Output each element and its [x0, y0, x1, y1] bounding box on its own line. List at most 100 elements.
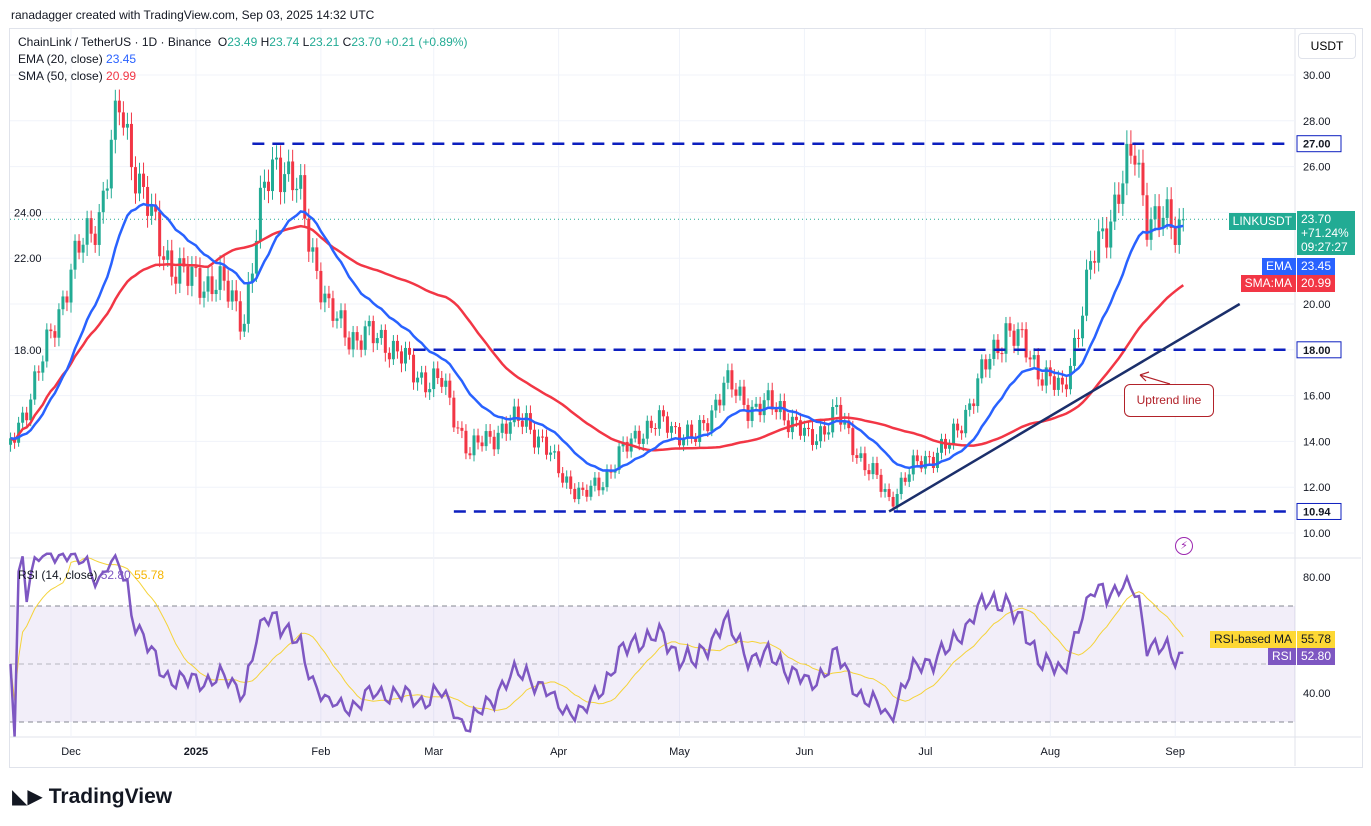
- candle-body: [283, 174, 287, 193]
- rsi-line: [9, 552, 1184, 737]
- uptrend-line-label[interactable]: Uptrend line: [1124, 384, 1214, 417]
- candle-body: [915, 455, 919, 462]
- candle-body: [581, 487, 585, 490]
- time-tick: Jul: [918, 746, 932, 758]
- candle-body: [242, 323, 246, 332]
- candle-body: [661, 410, 665, 417]
- rsi-label: RSI (14, close): [18, 568, 98, 582]
- candle-body: [702, 419, 706, 424]
- candle-body: [460, 427, 464, 431]
- candle-body: [806, 427, 810, 430]
- price-tick: 20.00: [1303, 299, 1331, 311]
- currency-button[interactable]: USDT: [1298, 33, 1356, 59]
- candle-body: [412, 354, 416, 383]
- candle-body: [162, 256, 166, 260]
- open-value: 23.49: [227, 35, 258, 49]
- sma-50-line: [9, 224, 1185, 452]
- candle-body: [1153, 206, 1157, 220]
- candle-body: [907, 474, 911, 482]
- candle-body: [371, 321, 375, 344]
- candle-body: [492, 436, 496, 450]
- annotation-arrow: [1139, 371, 1171, 385]
- candle-body: [972, 403, 976, 407]
- candle-body: [964, 409, 968, 434]
- candle-body: [69, 269, 73, 303]
- candle-body: [9, 438, 13, 445]
- candle-body: [258, 187, 262, 241]
- rsi-legend[interactable]: RSI (14, close) 52.80 55.78: [18, 568, 164, 582]
- candle-body: [601, 487, 605, 491]
- candle-body: [794, 416, 798, 421]
- candle-body: [935, 452, 939, 468]
- candle-body: [718, 399, 722, 406]
- candle-body: [266, 181, 270, 192]
- change-value: +0.21 (+0.89%): [384, 35, 468, 49]
- candle-body: [694, 437, 698, 442]
- candle-body: [843, 420, 847, 425]
- price-tick: 10.00: [1303, 528, 1331, 540]
- candle-body: [178, 258, 182, 284]
- candle-body: [891, 496, 895, 507]
- candle-body: [980, 359, 984, 379]
- candle-body: [452, 397, 456, 428]
- candle-body: [85, 218, 89, 245]
- candle-body: [557, 451, 561, 474]
- ema-label: EMA (20, close): [18, 52, 103, 66]
- sma-legend[interactable]: SMA (50, close) 20.99: [18, 69, 136, 83]
- candle-body: [186, 266, 190, 286]
- candle-body: [714, 399, 718, 411]
- candle-body: [1121, 183, 1125, 204]
- candle-body: [1072, 337, 1076, 366]
- candle-body: [182, 258, 186, 267]
- candle-body: [637, 430, 641, 444]
- candle-body: [738, 386, 742, 396]
- candle-body: [605, 469, 609, 488]
- candle-body: [146, 186, 150, 216]
- candle-body: [512, 406, 516, 423]
- candle-body: [29, 399, 33, 421]
- candle-body: [984, 359, 988, 370]
- candle-body: [198, 268, 202, 298]
- ema-20-line: [10, 202, 1184, 472]
- candle-body: [234, 290, 238, 302]
- candle-body: [331, 298, 335, 321]
- candle-body: [939, 438, 943, 453]
- rsi-ma-line: [10, 556, 1184, 712]
- candle-body: [113, 100, 117, 140]
- candle-body: [573, 488, 577, 500]
- candle-body: [444, 380, 448, 387]
- candle-body: [545, 436, 549, 455]
- time-tick: Apr: [550, 746, 567, 758]
- candle-body: [811, 429, 815, 445]
- candle-body: [496, 432, 500, 450]
- candle-body: [45, 329, 49, 362]
- time-tick: 2025: [184, 746, 208, 758]
- candle-body: [436, 368, 440, 378]
- candle-body: [230, 290, 234, 302]
- lightning-icon[interactable]: ⚡: [1175, 537, 1193, 555]
- tradingview-logo[interactable]: ◣▶ TradingView: [12, 784, 172, 809]
- candle-body: [645, 420, 649, 439]
- candle-body: [440, 377, 444, 387]
- candle-body: [633, 430, 637, 439]
- candle-body: [291, 161, 295, 191]
- candle-body: [125, 123, 129, 128]
- candle-body: [383, 329, 387, 353]
- candle-body: [923, 456, 927, 469]
- candle-body: [948, 444, 952, 449]
- candle-body: [347, 337, 351, 350]
- candle-body: [468, 453, 472, 456]
- candle-body: [1085, 269, 1089, 316]
- candle-body: [150, 204, 154, 216]
- candle-body: [1161, 217, 1165, 228]
- candle-body: [359, 340, 363, 350]
- candle-body: [25, 412, 29, 421]
- candle-body: [351, 332, 355, 350]
- sma-label: SMA (50, close): [18, 69, 103, 83]
- candle-body: [504, 423, 508, 434]
- candle-body: [190, 266, 194, 286]
- ema-legend[interactable]: EMA (20, close) 23.45: [18, 52, 136, 66]
- candle-body: [903, 477, 907, 482]
- candle-body: [863, 453, 867, 471]
